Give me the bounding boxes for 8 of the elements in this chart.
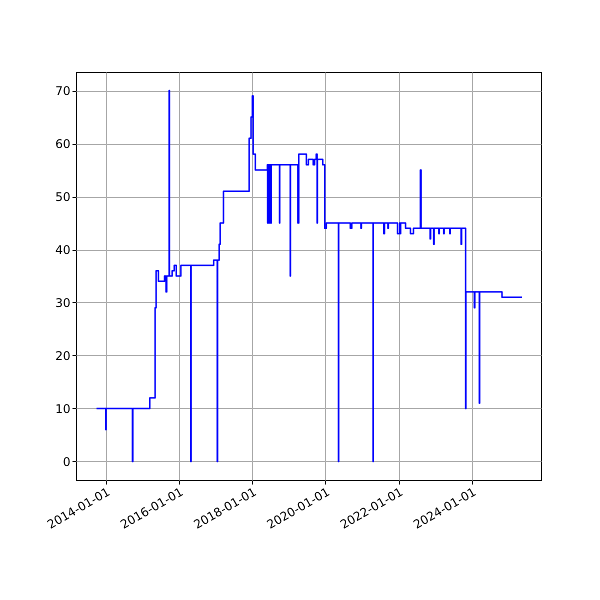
y-tick-label: 20 xyxy=(55,348,70,363)
y-tick-label: 0 xyxy=(62,454,70,469)
y-tick-label: 50 xyxy=(55,190,70,204)
y-tick-label: 60 xyxy=(55,137,70,152)
y-tick-label: 40 xyxy=(55,243,70,258)
y-tick-label: 10 xyxy=(55,402,70,416)
y-tick-label: 30 xyxy=(55,296,70,310)
y-tick-label: 70 xyxy=(55,84,70,98)
